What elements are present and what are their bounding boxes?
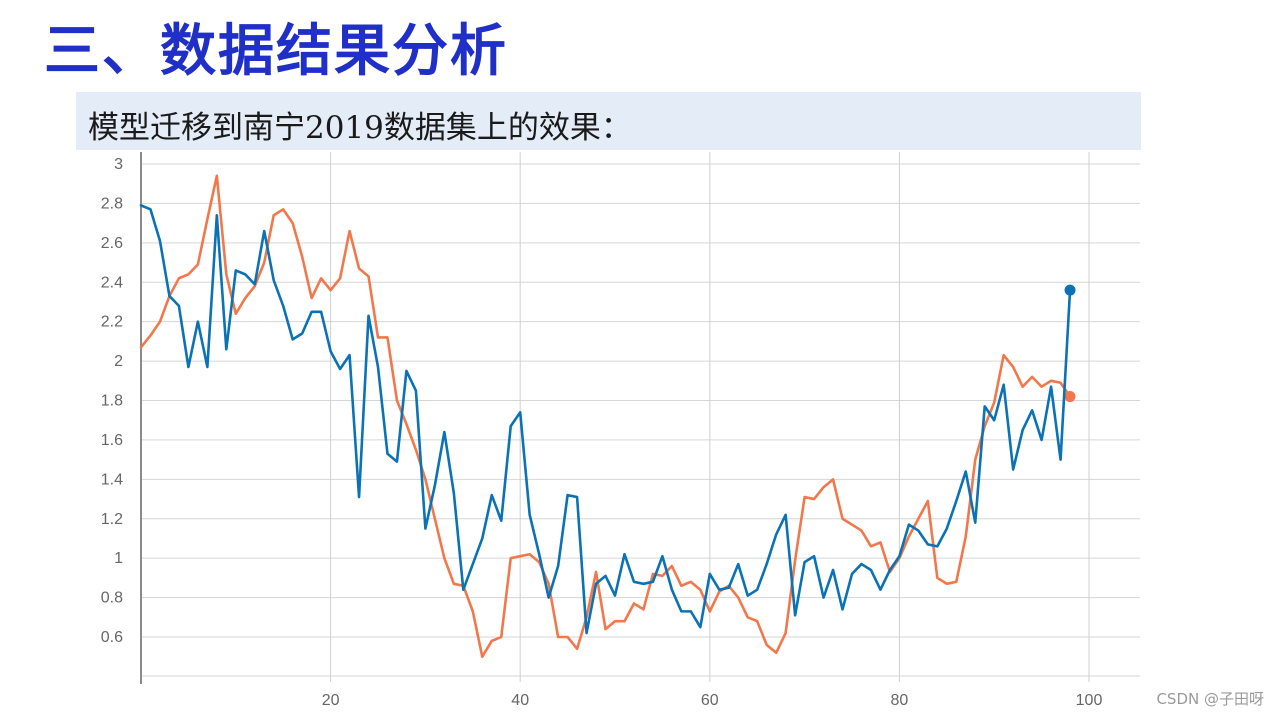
subtitle-text: 模型迁移到南宁2019数据集上的效果： xyxy=(88,110,632,146)
y-tick-label: 1.8 xyxy=(101,393,123,410)
x-tick-label: 80 xyxy=(891,692,909,709)
subtitle-banner: 模型迁移到南宁2019数据集上的效果： xyxy=(76,92,1141,150)
chart-grid xyxy=(141,152,1140,682)
y-tick-label: 2.4 xyxy=(101,274,123,291)
series-line-2 xyxy=(139,204,1072,635)
y-tick-label: 0.6 xyxy=(101,629,123,646)
y-tick-label: 0.8 xyxy=(101,590,123,607)
y-tick-label: 1.2 xyxy=(101,511,123,528)
x-tick-label: 40 xyxy=(511,692,529,709)
series-line-1 xyxy=(139,174,1072,659)
y-tick-label: 2 xyxy=(114,353,123,370)
y-tick-label: 1.6 xyxy=(101,432,123,449)
slide-title: 三、数据结果分析 xyxy=(44,19,508,84)
x-tick-label: 20 xyxy=(322,692,340,709)
y-tick-label: 1.4 xyxy=(101,471,123,488)
y-tick-label: 2.6 xyxy=(101,235,123,252)
x-tick-label: 100 xyxy=(1076,692,1103,709)
watermark: CSDN @子田呀 xyxy=(1156,690,1264,708)
chart-axes: 0.6 0.8 1 1.2 1.4 1.6 1.8 2 2.2 2.4 2.6 2.8 3 20 40 60 8… xyxy=(101,152,1103,709)
y-tick-label: 2.2 xyxy=(101,314,123,331)
series-end-point-1 xyxy=(1064,391,1076,403)
series-end-point-2 xyxy=(1064,284,1076,296)
chart-series xyxy=(139,174,1076,659)
y-tick-label: 3 xyxy=(114,156,123,173)
y-tick-label: 1 xyxy=(114,550,123,567)
x-tick-label: 60 xyxy=(701,692,719,709)
y-tick-label: 2.8 xyxy=(101,195,123,212)
